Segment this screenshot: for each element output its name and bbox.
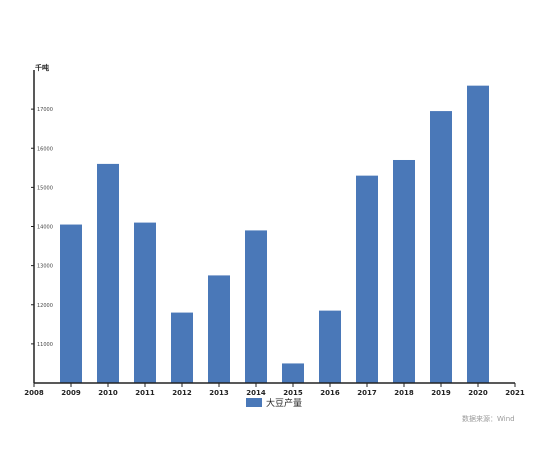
bar-2011 [134,222,156,383]
bar-2016 [319,310,341,383]
y-tick-label: 13000 [37,264,53,270]
y-unit-label: 千吨 [35,63,49,72]
bar-2012 [171,312,193,383]
bars-layer [60,85,489,384]
x-tick-label: 2021 [505,389,525,397]
y-tick-label: 12000 [37,303,53,309]
x-tick-label: 2017 [357,389,377,397]
y-tick-label: 16000 [37,146,53,152]
bar-2010 [97,163,119,383]
bar-2014 [245,230,267,383]
legend-label: 大豆产量 [266,397,302,409]
x-tick-label: 2018 [394,389,414,397]
y-tick-label: 17000 [37,107,53,113]
bar-2017 [356,175,378,383]
y-tick-label: 15000 [37,185,53,191]
x-tick-label: 2014 [246,389,266,397]
y-tick-label: 11000 [37,342,53,348]
bar-2013 [208,275,230,383]
x-tick-label: 2013 [209,389,229,397]
bar-2018 [393,159,415,383]
x-tick-label: 2012 [172,389,192,397]
bar-2020 [467,85,489,384]
legend: 大豆产量 [246,397,302,409]
x-tick-label: 2020 [468,389,488,397]
legend-swatch [246,398,262,407]
bar-2019 [430,111,452,384]
bar-2015 [282,363,304,383]
x-tick-label: 2015 [283,389,303,397]
x-tick-label: 2009 [61,389,81,397]
y-tick-label: 14000 [37,225,53,231]
bar-2009 [60,224,82,383]
x-tick-label: 2011 [135,389,155,397]
x-tick-label: 2016 [320,389,340,397]
source-note: 数据来源：Wind [462,414,515,423]
x-tick-label: 2019 [431,389,451,397]
x-tick-label: 2008 [24,389,44,397]
x-tick-label: 2010 [98,389,118,397]
ticks-layer: 11000 12000 13000 14000 15000 16000 17000 2008 2… [24,107,525,397]
